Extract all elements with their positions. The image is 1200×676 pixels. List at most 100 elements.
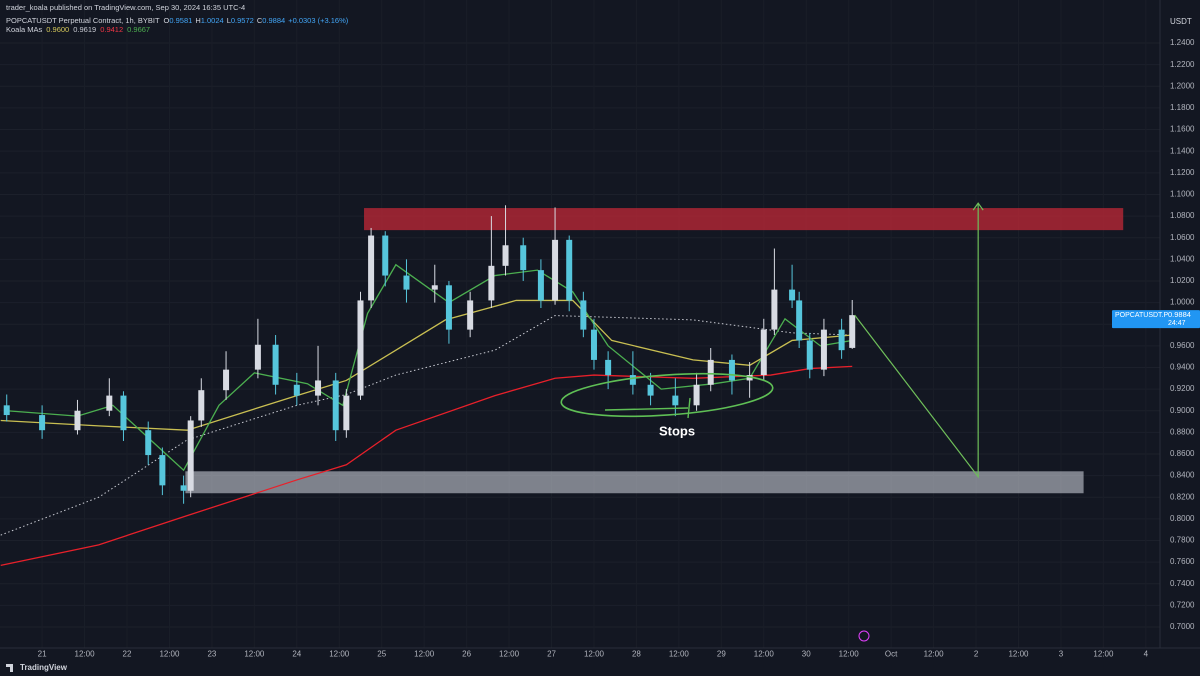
event-icon[interactable] <box>858 630 870 642</box>
x-tick-label: 24 <box>292 650 301 659</box>
candle-body <box>605 359 612 376</box>
candle-body <box>293 384 300 396</box>
y-tick-label: 0.7200 <box>1170 601 1195 610</box>
price-tag-symbol: POPCATUSDT.P <box>1115 312 1168 319</box>
candle-body <box>431 285 438 290</box>
y-tick-label: 1.0000 <box>1170 298 1195 307</box>
x-tick-label: 21 <box>38 650 47 659</box>
candle-body <box>223 369 230 391</box>
brand-logo <box>6 664 13 672</box>
y-tick-label: 0.9000 <box>1170 406 1195 415</box>
y-tick-label: 1.1000 <box>1170 190 1195 199</box>
x-tick-label: 12:00 <box>159 650 180 659</box>
quote-change: +0.0303 (+3.16%) <box>288 16 349 25</box>
price-tag-value: 0.9884 <box>1168 310 1191 319</box>
publisher: trader_koala published on TradingView.co… <box>6 3 245 12</box>
quote-key: H <box>195 16 200 25</box>
zone <box>185 471 1084 494</box>
candle-body <box>187 420 194 491</box>
candle-body <box>343 395 350 431</box>
candle-body <box>693 384 700 406</box>
y-tick-label: 1.2000 <box>1170 81 1195 90</box>
x-tick-label: 28 <box>632 650 641 659</box>
x-tick-label: Oct <box>885 650 898 659</box>
x-tick-label: 29 <box>717 650 726 659</box>
candle-body <box>746 375 753 381</box>
candle-body <box>580 300 587 330</box>
indicator-value: 0.9600 <box>46 25 69 34</box>
candle-body <box>445 285 452 330</box>
candle-body <box>488 265 495 301</box>
y-tick-label: 1.1800 <box>1170 103 1195 112</box>
candle-body <box>502 245 509 266</box>
y-tick-label: 0.8200 <box>1170 492 1195 501</box>
projection <box>854 203 979 479</box>
moving-average <box>0 299 853 431</box>
candle-body <box>537 270 544 301</box>
y-tick-label: 1.1400 <box>1170 146 1195 155</box>
stops-ellipse <box>560 372 774 418</box>
x-tick-label: 12:00 <box>499 650 520 659</box>
indicator-value: 0.9667 <box>127 25 150 34</box>
indicator-name: Koala MAs <box>6 25 43 34</box>
candle-body <box>145 430 152 456</box>
y-tick-label: 1.2400 <box>1170 38 1195 47</box>
y-tick-label: 1.1600 <box>1170 125 1195 134</box>
candle-body <box>771 289 778 330</box>
arrow-head <box>972 202 984 211</box>
moving-average <box>0 365 853 567</box>
candle-body <box>520 245 527 271</box>
x-tick-label: 12:00 <box>244 650 265 659</box>
y-tick-label: 0.9600 <box>1170 341 1195 350</box>
candle-body <box>254 344 261 370</box>
x-tick-label: 4 <box>1144 650 1149 659</box>
candle-body <box>315 380 322 396</box>
quote-value: 0.9572 <box>231 16 254 25</box>
candle-body <box>590 329 597 360</box>
price-tag <box>1112 310 1200 329</box>
x-tick-label: 12:00 <box>329 650 350 659</box>
annotation: Stops <box>659 423 695 438</box>
y-tick-label: 0.8000 <box>1170 514 1195 523</box>
x-tick-label: 2 <box>974 650 979 659</box>
candle-body <box>39 415 46 431</box>
candle-body <box>357 300 364 396</box>
y-tick-label: 1.0200 <box>1170 276 1195 285</box>
x-tick-label: 26 <box>462 650 471 659</box>
y-tick-label: 0.7000 <box>1170 622 1195 631</box>
quote-key: O <box>164 16 170 25</box>
y-tick-label: 0.9200 <box>1170 384 1195 393</box>
unit: USDT <box>1170 17 1192 26</box>
x-tick-label: 3 <box>1059 650 1064 659</box>
candle-body <box>838 329 845 351</box>
x-tick-label: 12:00 <box>1008 650 1029 659</box>
y-tick-label: 1.0400 <box>1170 254 1195 263</box>
price-tag-countdown: 24:47 <box>1168 320 1186 327</box>
y-tick-label: 1.0600 <box>1170 233 1195 242</box>
x-tick-label: 23 <box>207 650 216 659</box>
x-tick-label: 12:00 <box>1093 650 1114 659</box>
x-tick-label: 12:00 <box>669 650 690 659</box>
candle-body <box>467 300 474 330</box>
candle-body <box>820 329 827 370</box>
indicator-value: 0.9412 <box>100 25 123 34</box>
moving-average <box>0 315 853 536</box>
candle-body <box>368 235 375 301</box>
candle-body <box>3 405 10 416</box>
candle-body <box>760 329 767 376</box>
candle-body <box>647 384 654 396</box>
candle-body <box>198 390 205 421</box>
candle-body <box>120 395 127 431</box>
x-tick-label: 30 <box>802 650 811 659</box>
y-tick-label: 1.2200 <box>1170 60 1195 69</box>
candle-body <box>106 395 113 411</box>
indicator-value: 0.9619 <box>73 25 96 34</box>
y-tick-label: 0.7600 <box>1170 557 1195 566</box>
y-tick-label: 1.0800 <box>1170 211 1195 220</box>
candle-body <box>796 300 803 341</box>
candle-body <box>180 485 187 491</box>
quote-value: 0.9884 <box>262 16 285 25</box>
quote-key: C <box>257 16 263 25</box>
y-tick-label: 0.8600 <box>1170 449 1195 458</box>
